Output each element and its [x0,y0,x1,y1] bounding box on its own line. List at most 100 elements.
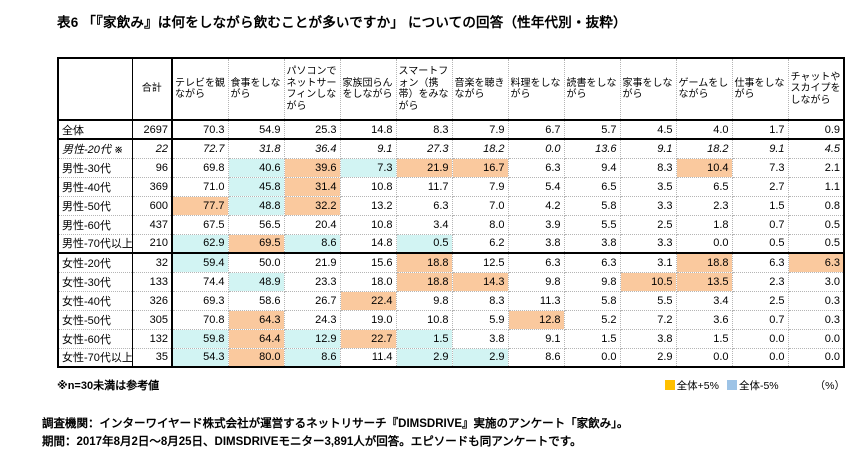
legend-item-minus: 全体-5% [726,378,779,393]
table-cell: 12.5 [451,252,509,273]
row-label: 女性-30代 [57,271,133,292]
table-cell: 5.7 [563,119,621,140]
table-cell: 1.5 [675,328,733,349]
table-cell: 18.8 [395,271,453,292]
row-label: 女性-50代 [57,309,133,330]
table-cell: 8.0 [451,214,509,235]
table-row: 女性-60代 132 59.8 64.4 12.9 22.7 1.5 3.8 9.1 1.5 3.8… [57,328,845,349]
table-cell: 13.5 [675,271,733,292]
table-cell: 9.1 [731,138,789,159]
table-cell: 2.9 [619,347,677,368]
table-cell: 10.8 [395,309,453,330]
table-row: 全体 2697 70.3 54.9 25.3 14.8 8.3 7.9 6.7 5.7 4.5 4.0… [57,119,845,140]
table-cell: 1.5 [563,328,621,349]
table-cell: 6.5 [563,176,621,197]
table-cell: 69.8 [171,157,229,178]
table-cell: 64.4 [227,328,285,349]
table-cell: 71.0 [171,176,229,197]
table-cell: 7.3 [731,157,789,178]
table-cell: 2.7 [731,176,789,197]
column-header: パソコンでネットサーフィンしながら [283,57,341,121]
row-n-value: 132 [131,328,173,349]
table-cell: 8.3 [619,157,677,178]
table-cell: 6.7 [507,119,565,140]
table-cell: 11.7 [395,176,453,197]
table-cell: 7.9 [451,119,509,140]
table-row: 女性-40代 326 69.3 58.6 26.7 22.4 9.8 8.3 11.3 5.8 5.… [57,290,845,311]
table-cell: 0.5 [731,233,789,254]
table-cell: 2.3 [675,195,733,216]
column-header: チャットやスカイプをしながら [787,57,845,121]
table-cell: 5.9 [451,309,509,330]
table-cell: 7.9 [451,176,509,197]
table-cell: 7.2 [619,309,677,330]
table-cell: 10.5 [619,271,677,292]
minus-swatch-icon [726,380,737,390]
table-cell: 0.0 [563,347,621,368]
survey-table-container: 合計 テレビを観ながら 食事をしながら パソコンでネットサーフィンしながら 家族団らん… [57,57,845,368]
table-cell: 31.4 [283,176,341,197]
table-cell: 80.0 [227,347,285,368]
table-cell: 5.8 [563,195,621,216]
row-label: 女性-60代 [57,328,133,349]
table-cell: 7.3 [339,157,397,178]
table-cell: 14.8 [339,119,397,140]
table-cell: 31.8 [227,138,285,159]
header-row: 合計 テレビを観ながら 食事をしながら パソコンでネットサーフィンしながら 家族団らん… [57,57,845,121]
table-cell: 10.8 [339,214,397,235]
table-cell: 0.0 [787,328,845,349]
table-cell: 59.4 [171,252,229,273]
column-header: 音楽を聴きながら [451,57,509,121]
table-cell: 19.0 [339,309,397,330]
table-cell: 10.4 [675,157,733,178]
table-cell: 40.6 [227,157,285,178]
source-line-1: 調査機関：インターワイヤード株式会社が運営するネットリサーチ『DIMSDRIVE… [42,418,629,430]
table-cell: 18.0 [339,271,397,292]
row-n-value: 210 [131,233,173,254]
source-line-2: 期間：2017年8月2日～8月25日、DIMSDRIVEモニター3,891人が回… [42,435,582,448]
column-header: 料理をしながら [507,57,565,121]
table-cell: 0.5 [395,233,453,254]
table-cell: 14.8 [339,233,397,254]
table-cell: 0.7 [731,214,789,235]
column-header: 仕事をしながら [731,57,789,121]
table-cell: 3.9 [507,214,565,235]
table-cell: 5.4 [507,176,565,197]
table-cell: 3.0 [787,271,845,292]
row-label: 男性-30代 [57,157,133,178]
table-cell: 2.5 [619,214,677,235]
column-header: 食事をしながら [227,57,285,121]
table-cell: 3.3 [619,195,677,216]
table-cell: 54.3 [171,347,229,368]
row-n-value: 326 [131,290,173,311]
table-cell: 8.3 [395,119,453,140]
table-cell: 8.6 [283,233,341,254]
table-cell: 9.4 [563,157,621,178]
column-header: テレビを観ながら [171,57,229,121]
table-cell: 8.6 [283,347,341,368]
table-cell: 2.1 [787,157,845,178]
table-cell: 22.7 [339,328,397,349]
table-row: 男性-30代 96 69.8 40.6 39.6 7.3 21.9 16.7 6.3 9.4 8.3… [57,157,845,178]
table-cell: 69.3 [171,290,229,311]
table-cell: 27.3 [395,138,453,159]
unit-label: （%） [814,379,845,392]
footnote-text: ※n=30未満は参考値 [57,380,160,392]
table-row: 女性-20代 32 59.4 50.0 21.9 15.6 18.8 12.5 6.3 6.3 3.… [57,252,845,273]
plus-swatch-icon [664,380,675,390]
table-cell: 5.8 [563,290,621,311]
column-header: スマートフォン（携帯）をみながら [395,57,453,121]
table-cell: 5.5 [619,290,677,311]
table-cell: 1.7 [731,119,789,140]
table-cell: 4.5 [619,119,677,140]
table-cell: 5.5 [563,214,621,235]
table-cell: 45.8 [227,176,285,197]
table-cell: 9.1 [339,138,397,159]
table-cell: 70.8 [171,309,229,330]
table-cell: 3.3 [619,233,677,254]
table-cell: 13.6 [563,138,621,159]
table-cell: 14.3 [451,271,509,292]
table-cell: 25.3 [283,119,341,140]
table-cell: 0.9 [787,119,845,140]
table-cell: 1.5 [395,328,453,349]
